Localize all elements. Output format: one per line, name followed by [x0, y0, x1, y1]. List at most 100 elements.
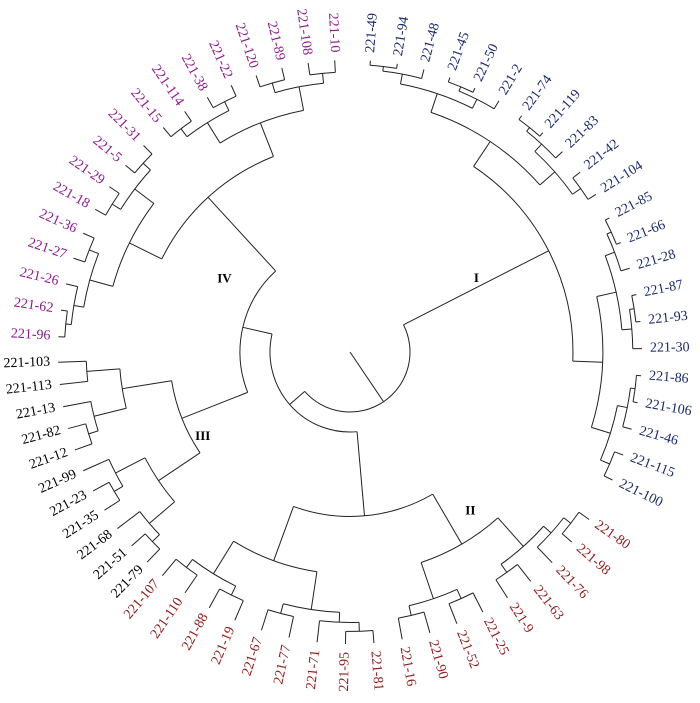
branch-line [399, 74, 403, 85]
clade-label: II [465, 503, 475, 518]
leaf-label: 221-87 [643, 278, 685, 301]
branch-line [632, 401, 638, 404]
leaf-label: 221-13 [15, 401, 57, 423]
leaf-label: 221-74 [520, 73, 555, 114]
branch-line [563, 517, 572, 524]
branch-line [543, 525, 552, 534]
branch-line [316, 620, 321, 643]
branch-line [65, 323, 72, 326]
branch-line [255, 75, 261, 87]
branch-arc [606, 233, 622, 272]
leaf-label: 221-108 [293, 8, 315, 56]
branch-line [572, 171, 581, 179]
branch-arc [239, 270, 276, 393]
branch-arc [632, 375, 637, 402]
leaf-label: 221-2 [496, 62, 526, 98]
leaf-label: 221-36 [37, 207, 79, 237]
leaf-label: 221-103 [3, 355, 50, 372]
branch-arc [526, 130, 557, 159]
leaf-label: 221-46 [637, 424, 679, 449]
branch-line [310, 571, 318, 610]
leaf-label: 221-85 [613, 189, 655, 221]
leaf-label: 221-26 [18, 265, 60, 289]
branch-line [497, 517, 524, 547]
branch-line [622, 426, 632, 430]
clade-label: III [195, 428, 210, 443]
branch-line [73, 257, 85, 263]
branch-line [555, 151, 563, 159]
branch-line [471, 99, 478, 109]
branch-arc [259, 79, 285, 88]
branch-line [539, 171, 556, 186]
branch-line [307, 62, 311, 75]
leaf-label: 221-19 [209, 625, 238, 667]
leaf-label: 221-113 [5, 378, 53, 398]
leaf-label: 221-50 [471, 42, 502, 84]
leaf-label: 221-81 [367, 650, 385, 691]
leaf-label: 221-80 [592, 518, 633, 553]
branch-arc [319, 620, 360, 623]
leaf-label: 221-96 [10, 326, 50, 343]
branch-line [493, 100, 500, 110]
branch-line [500, 563, 508, 573]
branch-line [63, 400, 91, 408]
branch-line [184, 111, 192, 122]
branch-line [213, 540, 234, 575]
branch-arc [572, 177, 589, 200]
leaf-label: 221-28 [635, 247, 677, 273]
leaf-label: 221-16 [397, 646, 419, 688]
branch-line [605, 217, 610, 221]
branch-arc [631, 295, 637, 323]
branch-line [228, 391, 248, 401]
dendrogram-branches [58, 60, 642, 644]
leaf-label: 221-63 [530, 583, 566, 623]
branch-line [83, 232, 95, 239]
branch-arc [370, 64, 397, 69]
branch-line [495, 579, 508, 599]
leaf-label: 221-77 [271, 644, 294, 686]
branch-line [180, 128, 188, 138]
branch-line [93, 407, 127, 417]
leaf-label: 221-100 [616, 477, 665, 511]
branch-line [518, 115, 523, 120]
leaf-label: 221-42 [582, 137, 622, 173]
branch-arc [590, 296, 604, 428]
branch-line [129, 242, 162, 260]
branch-line [621, 328, 632, 331]
leaf-label: 221-120 [232, 21, 261, 70]
branch-line [146, 548, 161, 563]
leaf-label: 221-62 [13, 296, 54, 317]
branch-line [605, 251, 615, 257]
branch-line [448, 603, 458, 624]
leaf-label: 221-30 [650, 340, 690, 355]
leaf-label: 221-15 [127, 86, 164, 126]
leaf-label: 221-104 [598, 158, 645, 196]
branch-line [122, 380, 172, 390]
branch-arc [603, 451, 616, 477]
clade-label: I [474, 270, 479, 285]
leaf-label: 221-83 [563, 113, 602, 151]
branch-line [382, 66, 384, 72]
branch-line [134, 188, 155, 204]
branch-arc [144, 533, 161, 550]
branch-line [591, 426, 611, 434]
branch-arc [233, 540, 317, 573]
branch-arc [267, 609, 294, 617]
branch-line [536, 546, 553, 564]
branch-line [617, 405, 628, 409]
branch-arc [212, 95, 237, 109]
branch-line [65, 283, 78, 288]
branch-arc [139, 511, 160, 535]
branch-line [104, 499, 121, 511]
branch-arc [293, 493, 433, 517]
branch-line [421, 69, 425, 79]
leaf-label: 221-22 [205, 39, 235, 81]
branch-line [472, 87, 476, 93]
leaf-label: 221-88 [179, 611, 211, 653]
branch-line [472, 592, 484, 613]
leaf-label: 221-114 [148, 62, 187, 109]
branch-line [288, 616, 294, 638]
branch-line [161, 558, 177, 577]
branch-line [420, 562, 434, 599]
branch-line [432, 493, 463, 545]
